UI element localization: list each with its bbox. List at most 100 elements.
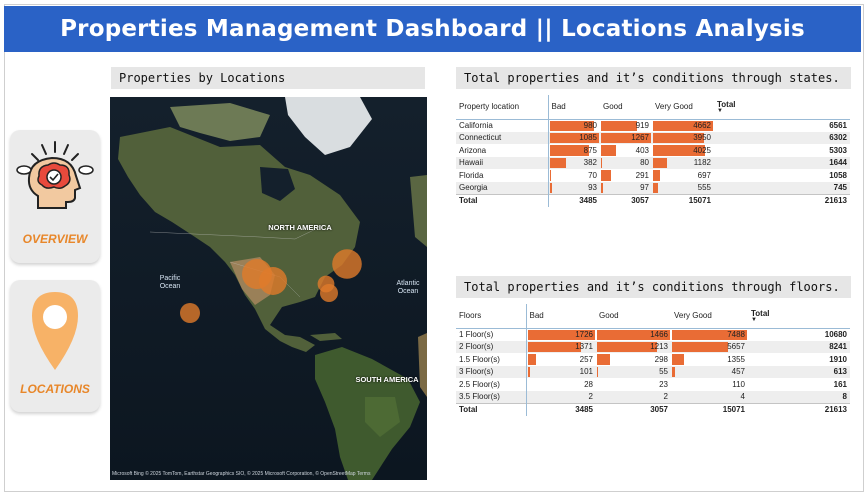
data-bar — [672, 329, 747, 340]
cell-value: 919 — [635, 121, 649, 130]
states-table-title: Total properties and it’s conditions thr… — [456, 67, 851, 89]
sort-descending-icon: ▼ — [751, 317, 757, 324]
page-title: Properties Management Dashboard || Locat… — [4, 6, 861, 52]
column-header-total[interactable]: Total ▼ — [748, 304, 850, 329]
data-bar — [672, 366, 675, 377]
table-row[interactable]: California 980 919 4662 6561 — [456, 119, 850, 132]
column-header[interactable]: Very Good — [652, 95, 714, 120]
very-good-cell: 1182 — [652, 156, 714, 169]
row-total: 5303 — [829, 145, 847, 155]
cell-value: 70 — [588, 170, 597, 180]
brain-head-icon — [16, 141, 94, 209]
cell-value: 7488 — [727, 330, 745, 339]
location-bubble-connecticut[interactable] — [332, 249, 362, 279]
bad-cell: 257 — [526, 353, 596, 366]
row-total: 6561 — [829, 121, 847, 130]
column-header[interactable]: Very Good — [671, 304, 748, 329]
very-good-cell: 7488 — [671, 328, 748, 341]
very-good-cell: 4025 — [652, 144, 714, 157]
column-header[interactable]: Good — [596, 304, 671, 329]
column-header[interactable]: Good — [600, 95, 652, 120]
bad-cell: 28 — [526, 378, 596, 391]
table-row[interactable]: Hawaii 382 80 1182 1644 — [456, 156, 850, 169]
table-row[interactable]: 2.5 Floor(s) 28 23 110 161 — [456, 378, 850, 391]
cell-value: 403 — [635, 145, 649, 155]
good-cell: 2 — [596, 390, 671, 403]
very-good-cell: 3950 — [652, 131, 714, 144]
very-good-cell: 4 — [671, 390, 748, 403]
good-cell: 97 — [600, 181, 652, 194]
grand-total-row: Total 3485 3057 15071 21613 — [456, 402, 850, 416]
good-cell: 291 — [600, 169, 652, 182]
cell-value: 457 — [731, 367, 745, 377]
column-header[interactable]: Floors — [456, 304, 527, 329]
good-cell: 80 — [600, 156, 652, 169]
row-total: 1644 — [714, 156, 850, 169]
bad-cell: 93 — [548, 181, 600, 194]
table-row[interactable]: 3 Floor(s) 101 55 457 613 — [456, 365, 850, 378]
overview-nav-label: OVERVIEW — [22, 232, 88, 246]
table-row[interactable]: Connecticut 1085 1267 3950 6302 — [456, 131, 850, 144]
overview-nav-button[interactable]: OVERVIEW — [10, 130, 100, 263]
good-cell: 919 — [600, 119, 652, 132]
locations-nav-button[interactable]: LOCATIONS — [10, 280, 100, 412]
total-label: Total — [456, 193, 549, 207]
cell-value: 1213 — [650, 342, 668, 352]
cell-value: 4 — [740, 392, 745, 401]
pacific-ocean-label: Pacific Ocean — [159, 275, 181, 290]
table-row[interactable]: Florida 70 291 697 1058 — [456, 169, 850, 182]
cell-value: 1466 — [650, 330, 668, 339]
table-row[interactable]: 1.5 Floor(s) 257 298 1355 1910 — [456, 353, 850, 366]
row-label: 1.5 Floor(s) — [456, 353, 527, 366]
good-cell: 23 — [596, 378, 671, 391]
total-value: 15071 — [671, 402, 748, 416]
column-header[interactable]: Bad — [526, 304, 596, 329]
row-total: 1910 — [829, 354, 847, 364]
data-bar — [672, 354, 684, 365]
cell-value: 1182 — [693, 158, 711, 168]
data-bar — [653, 120, 713, 131]
cell-value: 28 — [584, 379, 593, 389]
row-label: Hawaii — [456, 156, 549, 169]
bad-cell: 70 — [548, 169, 600, 182]
data-bar — [653, 132, 704, 143]
cell-value: 23 — [659, 379, 668, 389]
cell-value: 298 — [654, 354, 668, 364]
data-bar — [601, 157, 603, 168]
data-bar — [653, 145, 705, 156]
table-row[interactable]: 3.5 Floor(s) 2 2 4 8 — [456, 390, 850, 403]
very-good-cell: 697 — [652, 169, 714, 182]
cell-value: 4662 — [693, 121, 711, 130]
table-row[interactable]: Georgia 93 97 555 745 — [456, 181, 850, 194]
total-value: 3485 — [548, 193, 600, 207]
row-total: 8241 — [748, 340, 850, 353]
cell-value: 875 — [583, 145, 597, 155]
very-good-cell: 4662 — [652, 119, 714, 132]
table-row[interactable]: Arizona 875 403 4025 5303 — [456, 144, 850, 157]
cell-value: 257 — [579, 354, 593, 364]
column-header[interactable]: Bad — [548, 95, 600, 120]
cell-value: 697 — [697, 170, 711, 180]
location-bubble-arizona[interactable] — [259, 267, 287, 295]
location-bubble-hawaii[interactable] — [180, 303, 200, 323]
table-row[interactable]: 2 Floor(s) 1371 1213 5657 8241 — [456, 340, 850, 353]
row-total: 1058 — [829, 170, 847, 180]
data-bar — [527, 354, 536, 365]
column-header[interactable]: Property location — [456, 95, 549, 120]
very-good-cell: 1355 — [671, 353, 748, 366]
properties-map[interactable]: NORTH AMERICA SOUTH AMERICA Pacific Ocea… — [110, 97, 427, 480]
cell-value: 93 — [588, 183, 597, 192]
data-bar — [653, 182, 659, 193]
data-bar — [527, 366, 530, 377]
table-row[interactable]: 1 Floor(s) 1726 1466 7488 10680 — [456, 328, 850, 341]
total-value: 21613 — [714, 193, 850, 207]
data-bar — [549, 182, 552, 193]
data-bar — [601, 170, 611, 181]
total-value: 3057 — [600, 193, 652, 207]
column-header-total[interactable]: Total ▼ — [714, 95, 850, 120]
very-good-cell: 5657 — [671, 340, 748, 353]
grand-total-row: Total 3485 3057 15071 21613 — [456, 193, 850, 207]
row-total: 745 — [714, 181, 850, 194]
cell-value: 5657 — [727, 342, 745, 352]
location-bubble-georgia[interactable] — [317, 275, 335, 293]
